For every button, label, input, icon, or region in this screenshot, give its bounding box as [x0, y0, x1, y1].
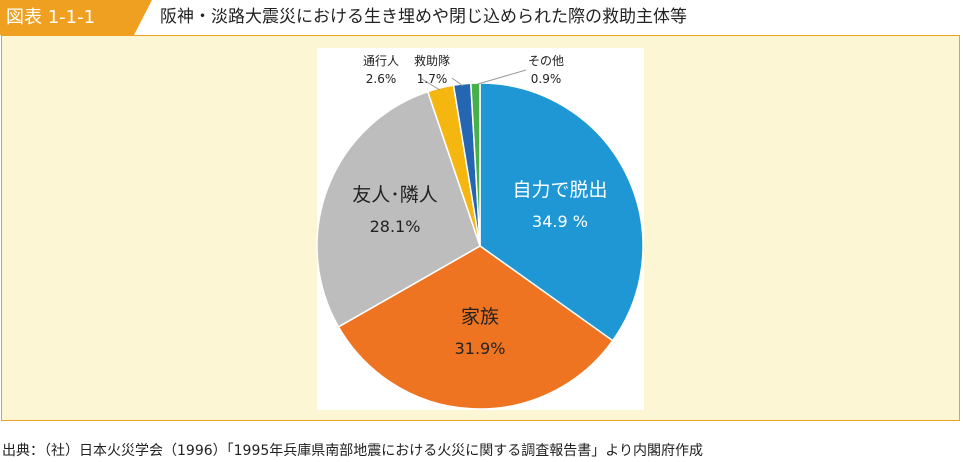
pie-slice-2: [316, 90, 481, 328]
slice-name-label-1: 家族: [461, 306, 499, 328]
slice-value-label-4: 1.7%: [417, 72, 448, 86]
leader-line-5: [477, 69, 527, 85]
pie-slice-1: [337, 245, 614, 410]
slice-value-label-3: 2.6%: [366, 72, 397, 86]
slice-name-label-5: その他: [528, 54, 564, 68]
figure-title: 阪神・淡路大震災における生き埋めや閉じ込められた際の救助主体等: [160, 7, 687, 27]
slice-name-label-2: 友人･隣人: [352, 184, 438, 206]
slice-value-label-2: 28.1%: [370, 217, 421, 236]
pie-slice-0: [479, 82, 644, 342]
slice-value-label-1: 31.9%: [455, 339, 506, 358]
slice-name-label-0: 自力で脱出: [512, 179, 607, 201]
source-note: 出典：（社）日本火災学会（1996）「1995年兵庫県南部地震における火災に関す…: [2, 443, 703, 459]
pie-chart: 自力で脱出 34.9 % 家族 31.9% 友人･隣人 28.1% 通行人 2.6% 救助隊 1.…: [316, 53, 644, 410]
slice-value-label-0: 34.9 %: [532, 212, 588, 231]
leader-line-4: [451, 77, 464, 87]
figure-header: 図表 1-1-1 阪神・淡路大震災における生き埋めや閉じ込められた際の救助主体等: [0, 0, 963, 36]
figure-label-arrow: [134, 0, 152, 35]
slice-name-label-4: 救助隊: [414, 53, 450, 68]
figure-label: 図表 1-1-1: [0, 0, 134, 35]
slice-name-label-3: 通行人: [363, 54, 399, 68]
slice-value-label-5: 0.9%: [531, 72, 562, 86]
leader-line-3: [419, 77, 441, 91]
